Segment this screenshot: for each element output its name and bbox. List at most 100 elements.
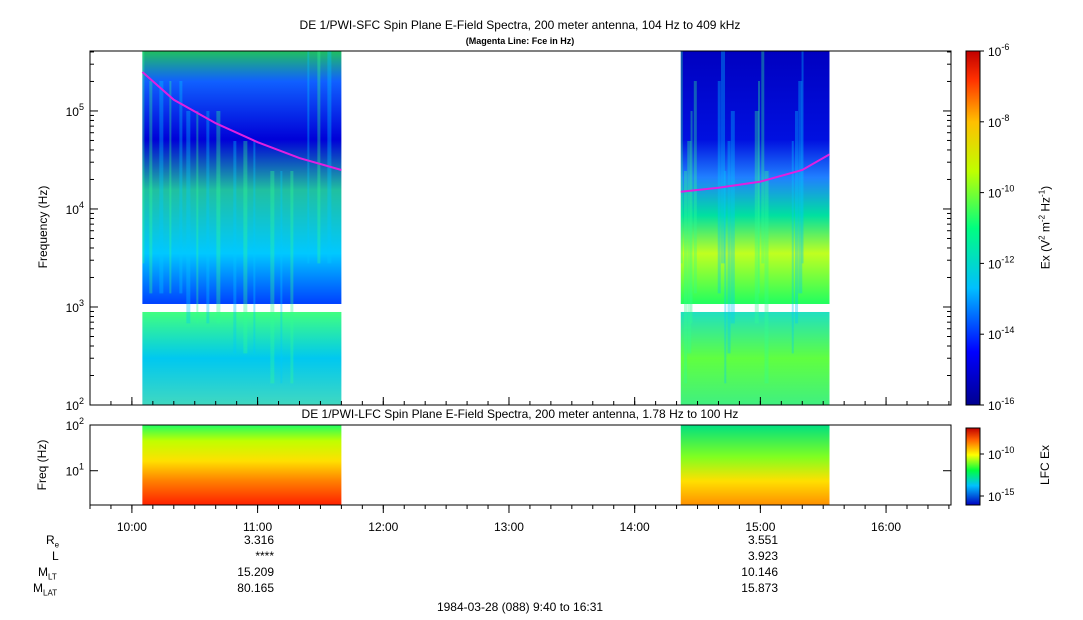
sfc-spectrogram-block-high <box>680 51 830 304</box>
sfc-spectrogram-streak <box>253 141 256 354</box>
orbit-label-mlt: MLT <box>38 565 57 581</box>
sfc-spectrogram-streak <box>727 141 731 354</box>
sfc-spectrogram-streak <box>761 51 765 264</box>
cbar-label-part: m <box>1038 222 1053 236</box>
sfc-spectrogram-streak <box>721 51 726 264</box>
sfc-spectrogram-streak <box>724 171 727 384</box>
bottom-plot-frame <box>89 424 952 506</box>
x-tick-label: 14:00 <box>620 520 650 534</box>
bottom-chart-title: DE 1/PWI-LFC Spin Plane E-Field Spectra,… <box>301 407 739 421</box>
x-tick-label: 15:00 <box>745 520 775 534</box>
sfc-spectrogram-streak <box>730 111 735 324</box>
top-colorbar-tick-label: 10-10 <box>988 184 1014 201</box>
sfc-spectrogram-streak <box>243 141 248 354</box>
sfc-spectrogram-streak <box>758 81 761 294</box>
top-colorbar-tick-label: 10-8 <box>988 113 1009 130</box>
orbit-value: 15.873 <box>741 581 778 595</box>
orbit-value: 3.923 <box>747 549 778 563</box>
cbar-label-part: 2 <box>1037 235 1047 240</box>
orbit-row-label: L <box>52 549 59 563</box>
top-colorbar-tick-label: 10-12 <box>988 254 1014 271</box>
bottom-colorbar-tick-label: 10-10 <box>988 445 1014 462</box>
sfc-spectrogram-streak <box>159 81 164 294</box>
fce-magenta-line <box>680 153 830 193</box>
sfc-spectrogram-streak <box>795 111 799 324</box>
orbit-row-sub: LAT <box>43 588 58 598</box>
sfc-spectrogram-streak <box>684 171 688 384</box>
sfc-spectrogram-streak <box>179 81 183 294</box>
footer-time-range: 1984-03-28 (088) 9:40 to 16:31 <box>436 600 604 614</box>
bottom-y-axis-label: Freq (Hz) <box>35 439 49 491</box>
orbit-row-label: M <box>38 565 48 579</box>
top-y-tick-label: 104 <box>66 200 84 217</box>
sfc-spectrogram-streak <box>186 111 191 324</box>
orbit-row-label: M <box>33 581 43 595</box>
x-tick-label: 13:00 <box>494 520 524 534</box>
cbar-label-part: -1 <box>1037 189 1047 197</box>
orbit-row-label: R <box>46 533 55 547</box>
cbar-label-part: Ex (V <box>1038 239 1053 270</box>
sfc-spectrogram-block-low <box>680 311 830 405</box>
cbar-label-part: Hz <box>1038 196 1053 215</box>
top-colorbar-tick-label: 10-16 <box>988 396 1014 413</box>
bottom-colorbar-tick-label: 10-15 <box>988 487 1014 504</box>
sfc-spectrogram-streak <box>290 171 294 384</box>
orbit-label-mlat: MLAT <box>33 581 57 597</box>
top-chart-subtitle: (Magenta Line: Fce in Hz) <box>465 36 575 46</box>
sfc-spectrogram-streak <box>327 51 332 264</box>
top-chart-title: DE 1/PWI-SFC Spin Plane E-Field Spectra,… <box>299 18 741 32</box>
orbit-value: 3.551 <box>747 533 778 547</box>
orbit-row-sub: LT <box>48 572 57 582</box>
sfc-spectrogram-streak <box>270 171 275 384</box>
orbit-row-sub: e <box>54 540 60 550</box>
sfc-spectrogram-block-low <box>142 311 342 405</box>
sfc-spectrogram-streak <box>798 81 803 294</box>
sfc-spectrogram-streak <box>169 81 172 294</box>
sfc-spectrogram-block-high <box>142 51 342 304</box>
bottom-y-tick-label: 102 <box>66 416 84 433</box>
sfc-spectrogram-streak <box>791 141 794 354</box>
orbit-value: 80.165 <box>237 581 274 595</box>
cbar-label-part: -2 <box>1037 214 1047 223</box>
fce-magenta-line <box>141 71 342 171</box>
cbar-label-part: ) <box>1038 185 1053 190</box>
top-colorbar <box>965 50 981 406</box>
orbit-label-re: Re <box>46 533 59 549</box>
sfc-spectrogram-streak <box>307 51 310 264</box>
top-plot-frame <box>89 50 952 406</box>
orbit-value: 10.146 <box>741 565 778 579</box>
sfc-spectrogram-streak <box>280 171 283 384</box>
bottom-y-tick-label: 101 <box>66 462 84 479</box>
x-tick-label: 10:00 <box>117 520 147 534</box>
sfc-spectrogram-streak <box>690 111 693 324</box>
x-tick-label: 16:00 <box>871 520 901 534</box>
top-y-axis-label: Frequency (Hz) <box>36 185 50 269</box>
sfc-spectrogram-streak <box>680 51 683 264</box>
sfc-spectrogram-streak <box>233 141 237 354</box>
orbit-value: **** <box>255 549 274 563</box>
orbit-value: 3.316 <box>243 533 274 547</box>
sfc-spectrogram-streak <box>206 111 210 324</box>
lfc-spectrogram-block <box>680 425 830 505</box>
sfc-spectrogram-streak <box>801 51 804 264</box>
sfc-spectrogram-streak <box>754 111 759 324</box>
top-colorbar-tick-label: 10-6 <box>988 42 1009 59</box>
top-y-tick-label: 103 <box>66 298 84 315</box>
orbit-label-l: L <box>52 549 59 563</box>
x-tick-label: 11:00 <box>243 520 272 534</box>
bottom-colorbar-label: LFC Ex <box>1038 445 1052 486</box>
sfc-spectrogram-streak <box>317 51 321 264</box>
orbit-value: 15.209 <box>237 565 274 579</box>
sfc-spectrogram-streak <box>693 81 697 294</box>
sfc-spectrogram-streak <box>142 51 145 264</box>
sfc-spectrogram-streak <box>196 111 199 324</box>
lfc-spectrogram-block <box>142 425 342 505</box>
top-y-tick-label: 102 <box>66 396 84 413</box>
sfc-spectrogram-streak <box>764 171 769 384</box>
sfc-spectrogram-streak <box>687 141 692 354</box>
top-y-tick-label: 105 <box>66 102 84 119</box>
sfc-spectrogram-streak <box>216 111 221 324</box>
x-tick-label: 12:00 <box>368 520 398 534</box>
bottom-colorbar <box>965 427 981 506</box>
